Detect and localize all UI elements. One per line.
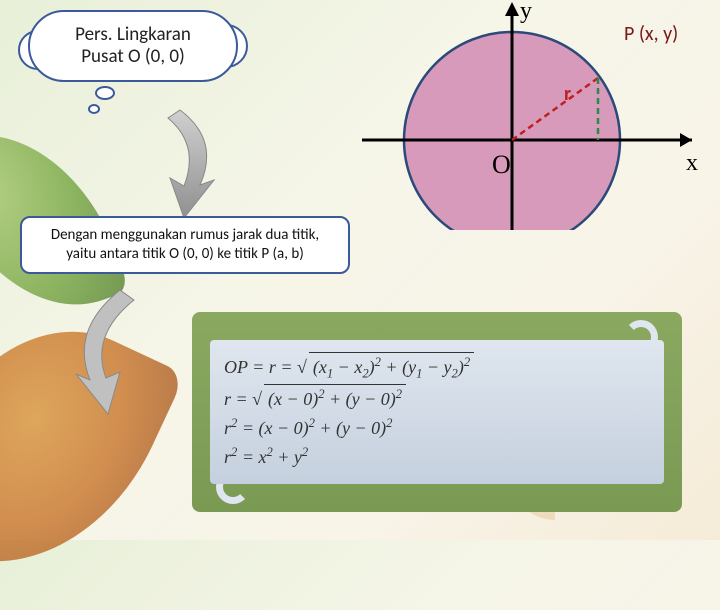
title-line-2: Pusat O (0, 0) <box>81 46 185 68</box>
explanation-line-2: yaitu antara titik O (0, 0) ke titik P (… <box>32 245 338 264</box>
arrow-down-1 <box>130 100 250 230</box>
radius-label: r <box>564 82 571 106</box>
formula-panel: OP = r = √(x1 − x2)2 + (y1 − y2)2 r = √(… <box>192 312 682 512</box>
y-axis-arrow <box>505 2 519 16</box>
formula-2: r = √(x − 0)2 + (y − 0)2 <box>224 384 650 414</box>
formula-3: r2 = (x − 0)2 + (y − 0)2 <box>224 414 650 443</box>
formula-container: OP = r = √(x1 − x2)2 + (y1 − y2)2 r = √(… <box>210 340 664 484</box>
formula-1: OP = r = √(x1 − x2)2 + (y1 − y2)2 <box>224 352 650 384</box>
circle-diagram: y x O P (x, y) r <box>362 0 702 230</box>
title-cloud: Pers. Lingkaran Pusat O (0, 0) <box>28 10 238 82</box>
explanation-line-1: Dengan menggunakan rumus jarak dua titik… <box>32 226 338 245</box>
origin-label: O <box>492 150 511 180</box>
arrow-down-2 <box>40 280 180 430</box>
cloud-tail <box>95 86 115 100</box>
x-axis-label: x <box>686 150 698 177</box>
x-axis-arrow <box>680 133 692 147</box>
y-axis-label: y <box>520 0 532 25</box>
formula-4: r2 = x2 + y2 <box>224 443 650 472</box>
title-line-1: Pers. Lingkaran <box>75 24 191 46</box>
point-p-label: P (x, y) <box>624 22 678 46</box>
explanation-box: Dengan menggunakan rumus jarak dua titik… <box>20 216 350 274</box>
cloud-tail-small <box>88 104 100 114</box>
